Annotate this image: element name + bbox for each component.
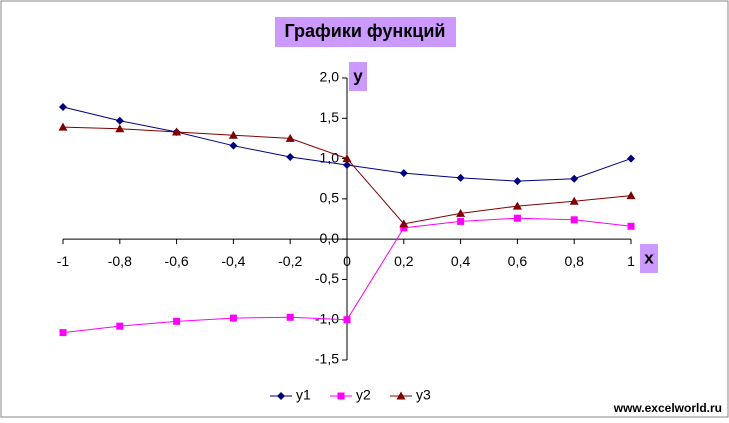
- marker: [343, 316, 351, 324]
- marker: [457, 217, 465, 225]
- marker: [627, 222, 635, 230]
- marker: [286, 152, 295, 161]
- marker: [173, 317, 181, 325]
- y-label-box: [349, 62, 367, 91]
- x-tick-label: 1: [627, 253, 635, 269]
- marker: [512, 201, 522, 210]
- marker: [228, 130, 238, 139]
- marker: [115, 124, 125, 133]
- legend-label: y3: [416, 387, 431, 403]
- marker: [627, 154, 635, 163]
- marker: [116, 322, 124, 330]
- marker: [59, 329, 67, 337]
- x-axis-label: x: [644, 248, 654, 267]
- x-tick-label: 0,6: [508, 253, 528, 269]
- x-tick-label: -0,4: [221, 253, 245, 269]
- y-tick-label: -0,5: [315, 270, 339, 286]
- marker: [456, 173, 465, 182]
- marker: [172, 127, 182, 136]
- marker: [342, 154, 352, 163]
- marker: [456, 208, 466, 217]
- marker: [399, 219, 409, 228]
- marker: [337, 392, 345, 400]
- marker: [570, 174, 579, 183]
- x-label-box: [640, 244, 658, 273]
- marker: [229, 314, 237, 322]
- y-tick-label: -1,5: [315, 351, 339, 367]
- y-tick-label: 0,0: [320, 230, 340, 246]
- x-tick-label: -1: [57, 253, 70, 269]
- marker: [399, 169, 408, 178]
- marker: [286, 313, 294, 321]
- legend-label: y1: [296, 387, 311, 403]
- marker: [513, 177, 522, 186]
- x-tick-label: 0: [343, 253, 351, 269]
- y-axis-label: у: [353, 66, 363, 85]
- chart-title: Графики функций: [284, 21, 445, 41]
- marker: [115, 116, 124, 125]
- marker: [569, 196, 579, 205]
- y-tick-label: 1,0: [320, 149, 340, 165]
- marker: [396, 391, 406, 400]
- marker: [59, 103, 67, 112]
- marker: [229, 141, 238, 150]
- y-tick-label: 0,5: [320, 190, 340, 206]
- marker: [277, 392, 285, 400]
- marker: [570, 216, 578, 224]
- x-tick-label: -0,6: [165, 253, 189, 269]
- marker: [285, 133, 295, 142]
- y-tick-label: 1,5: [320, 109, 340, 125]
- x-tick-label: 0,2: [394, 253, 414, 269]
- legend-label: y2: [356, 387, 371, 403]
- y-tick-label: 2,0: [320, 69, 340, 85]
- marker: [513, 214, 521, 222]
- marker: [58, 122, 68, 131]
- x-tick-label: -0,8: [108, 253, 132, 269]
- x-tick-label: 0,8: [564, 253, 584, 269]
- marker: [343, 161, 351, 170]
- title-box: [275, 17, 456, 47]
- marker: [400, 224, 408, 232]
- x-tick-label: 0,4: [451, 253, 471, 269]
- marker: [626, 191, 636, 200]
- watermark: www.excelworld.ru: [613, 401, 722, 415]
- x-tick-label: -0,2: [278, 253, 302, 269]
